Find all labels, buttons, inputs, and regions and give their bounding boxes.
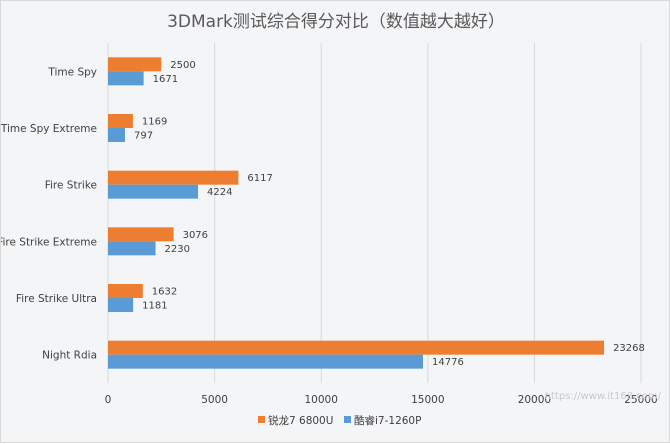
legend-label: 锐龙7 6800U bbox=[268, 414, 333, 427]
x-axis-ticks: 0 5000 10000 15000 20000 25000 bbox=[105, 394, 658, 406]
category-label: Time Spy bbox=[47, 66, 97, 78]
x-tick-label: 20000 bbox=[518, 394, 551, 406]
bar-series-1 bbox=[108, 170, 239, 185]
chart-title: 3DMark测试综合得分对比（数值越大越好） bbox=[167, 12, 505, 32]
category-labels: Time Spy Time Spy Extreme Fire Strike Fire … bbox=[1, 66, 97, 361]
x-tick-label: 0 bbox=[105, 394, 112, 406]
data-label: 23268 bbox=[613, 343, 645, 354]
data-label: 3076 bbox=[183, 230, 208, 241]
legend-swatch bbox=[258, 416, 265, 423]
data-label: 1169 bbox=[142, 117, 167, 128]
legend: 锐龙7 6800U 酷睿i7-1260P bbox=[258, 414, 421, 427]
legend-swatch bbox=[344, 416, 351, 423]
bar-series-2 bbox=[108, 298, 134, 312]
bars bbox=[108, 57, 605, 369]
x-tick-label: 25000 bbox=[624, 394, 657, 406]
category-label: Night Rdia bbox=[42, 350, 97, 362]
data-label: 1671 bbox=[153, 74, 178, 85]
data-label: 1181 bbox=[142, 301, 167, 312]
grid-lines bbox=[107, 43, 642, 383]
category-label: Time Spy Extreme bbox=[1, 123, 97, 135]
bar-series-1 bbox=[108, 284, 143, 298]
bar-series-1 bbox=[108, 227, 174, 242]
watermark-text: https://www.it168.com/ bbox=[545, 391, 662, 402]
data-label: 797 bbox=[134, 131, 153, 142]
bar-series-2 bbox=[108, 241, 156, 256]
bar-series-2 bbox=[108, 128, 125, 142]
category-label: Fire Strike Ultra bbox=[16, 293, 97, 305]
category-label: Fire Strike bbox=[45, 180, 97, 192]
data-label: 2230 bbox=[165, 244, 190, 255]
bar-series-2 bbox=[108, 184, 199, 199]
x-tick-label: 15000 bbox=[411, 394, 444, 406]
data-label: 4224 bbox=[207, 187, 232, 198]
category-label: Fire Strike Extreme bbox=[1, 236, 97, 248]
bar-series-1 bbox=[108, 57, 162, 72]
data-labels: 2500 1671 1169 797 6117 4224 3076 2230 1632 1181 2… bbox=[134, 60, 645, 368]
data-label: 14776 bbox=[432, 357, 464, 368]
bar-series-1 bbox=[108, 340, 605, 355]
data-label: 1632 bbox=[152, 287, 177, 298]
x-tick-label: 10000 bbox=[304, 394, 337, 406]
x-tick-label: 5000 bbox=[201, 394, 228, 406]
bar-series-2 bbox=[108, 71, 144, 86]
bar-series-1 bbox=[108, 114, 133, 128]
legend-label: 酷睿i7-1260P bbox=[354, 414, 421, 427]
bar-series-2 bbox=[108, 354, 424, 369]
data-label: 2500 bbox=[170, 60, 195, 71]
data-label: 6117 bbox=[247, 173, 272, 184]
